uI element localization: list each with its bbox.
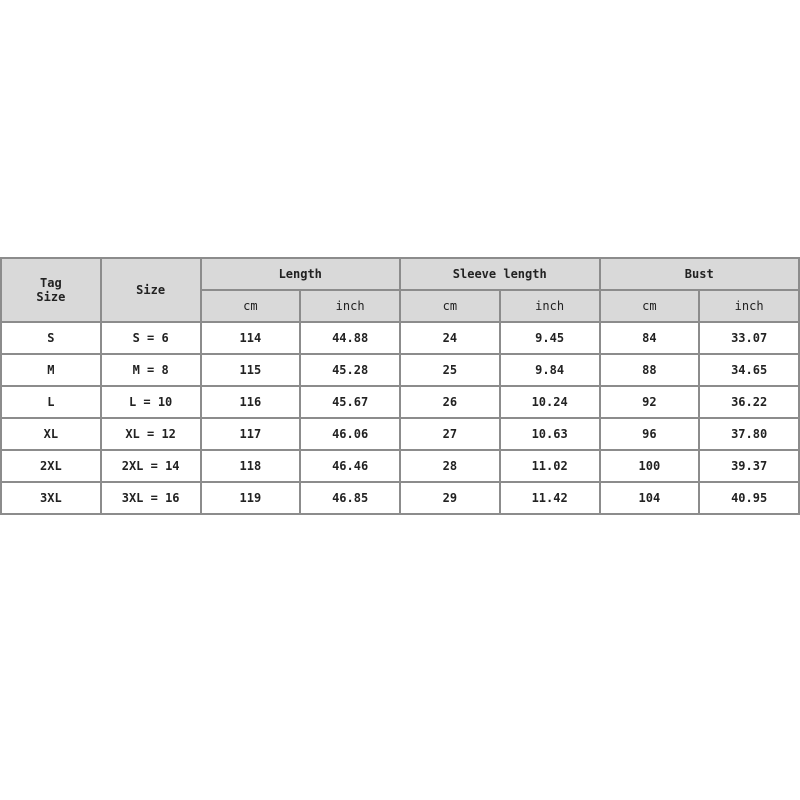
header-unit: inch	[698, 289, 800, 323]
table-cell: 104	[598, 481, 701, 515]
table-cell: 46.06	[299, 417, 401, 451]
header-unit: inch	[498, 289, 601, 323]
table-cell: 37.80	[698, 417, 800, 451]
table-cell: 27	[399, 417, 501, 451]
table-cell: 46.85	[299, 481, 401, 515]
table-cell: 26	[399, 385, 501, 419]
table-cell: L	[0, 385, 102, 419]
table-cell: 3XL = 16	[99, 481, 202, 515]
header-row-groups: Tag Size Size Length Sleeve length Bust	[0, 257, 800, 323]
header-tag-size: Tag Size	[0, 257, 102, 323]
header-bust: Bust	[598, 257, 800, 291]
table-cell: 44.88	[299, 321, 401, 355]
table-cell: 45.67	[299, 385, 401, 419]
table-cell: 45.28	[299, 353, 401, 387]
table-cell: L = 10	[99, 385, 202, 419]
table-cell: 46.46	[299, 449, 401, 483]
header-unit: cm	[399, 289, 501, 323]
table-cell: 119	[199, 481, 302, 515]
header-unit: inch	[299, 289, 401, 323]
header-unit: cm	[598, 289, 701, 323]
table-cell: S = 6	[99, 321, 202, 355]
table-cell: M = 8	[99, 353, 202, 387]
table-cell: XL	[0, 417, 102, 451]
table-cell: 114	[199, 321, 302, 355]
table-cell: 117	[199, 417, 302, 451]
header-row-units: cm inch cm inch cm inch	[1, 289, 800, 323]
table-cell: 115	[199, 353, 302, 387]
table-cell: 34.65	[698, 353, 800, 387]
table-row: 3XL 3XL = 16 119 46.85 29 11.42 104 40.95	[0, 481, 800, 515]
table-cell: M	[0, 353, 102, 387]
table-cell: 3XL	[0, 481, 102, 515]
header-unit: cm	[199, 289, 302, 323]
table-cell: 10.24	[498, 385, 601, 419]
table-cell: 36.22	[698, 385, 800, 419]
table-cell: 24	[399, 321, 501, 355]
table-cell: 33.07	[698, 321, 800, 355]
table-cell: 96	[598, 417, 701, 451]
table-cell: 10.63	[498, 417, 601, 451]
table-cell: S	[0, 321, 102, 355]
table-cell: 2XL	[0, 449, 102, 483]
table-cell: 100	[598, 449, 701, 483]
table-cell: 116	[199, 385, 302, 419]
table-cell: 88	[598, 353, 701, 387]
table-cell: 40.95	[698, 481, 800, 515]
table-row: XL XL = 12 117 46.06 27 10.63 96 37.80	[0, 417, 800, 451]
table-cell: 11.42	[498, 481, 601, 515]
table-row: 2XL 2XL = 14 118 46.46 28 11.02 100 39.37	[0, 449, 800, 483]
table-cell: 84	[598, 321, 701, 355]
size-chart-table: Tag Size Size Length Sleeve length Bust …	[0, 257, 800, 515]
table-cell: 92	[598, 385, 701, 419]
header-sleeve-length: Sleeve length	[399, 257, 601, 291]
table-cell: 25	[399, 353, 501, 387]
table-cell: 28	[399, 449, 501, 483]
table-cell: 9.84	[498, 353, 601, 387]
table-cell: 11.02	[498, 449, 601, 483]
table-cell: 118	[199, 449, 302, 483]
header-size: Size	[99, 257, 202, 323]
table-cell: 9.45	[498, 321, 601, 355]
table-cell: 29	[399, 481, 501, 515]
table-cell: 2XL = 14	[99, 449, 202, 483]
table-cell: XL = 12	[99, 417, 202, 451]
header-length: Length	[199, 257, 401, 291]
table-cell: 39.37	[698, 449, 800, 483]
